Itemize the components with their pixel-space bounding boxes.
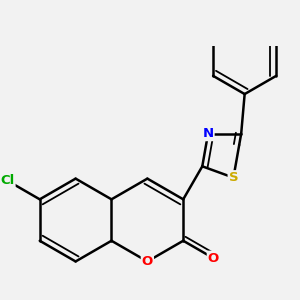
Text: N: N (202, 127, 214, 140)
Text: O: O (142, 255, 153, 268)
Text: N: N (239, 0, 250, 3)
Text: S: S (229, 171, 238, 184)
Text: Cl: Cl (0, 174, 15, 187)
Text: O: O (208, 252, 219, 265)
